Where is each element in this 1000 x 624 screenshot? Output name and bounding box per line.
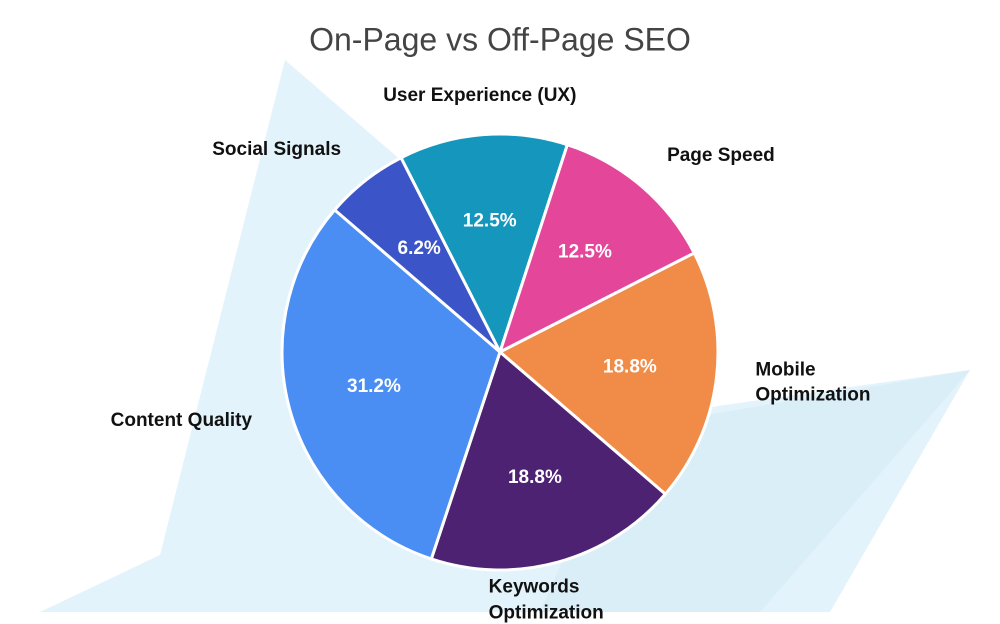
category-label: Page Speed (667, 145, 775, 167)
category-label: User Experience (UX) (383, 84, 577, 106)
value-label: 6.2% (398, 238, 441, 259)
pie-slice (429, 349, 668, 572)
value-label: 18.8% (508, 467, 562, 488)
category-label: Mobile Optimization (755, 358, 871, 406)
pie-slice (280, 207, 502, 561)
category-label: Keywords Optimization (488, 576, 604, 623)
pie-slice (497, 251, 720, 497)
pie-slice (399, 132, 570, 356)
value-label: 12.5% (463, 211, 517, 232)
category-label: Social Signals (212, 138, 342, 160)
pie-slice (332, 155, 502, 354)
pie-slice (497, 142, 697, 355)
chart-title: On-Page vs Off-Page SEO (309, 21, 691, 57)
value-label: 12.5% (558, 242, 612, 263)
value-label: 18.8% (603, 357, 657, 378)
category-label: Content Quality (110, 409, 253, 431)
value-label: 31.2% (347, 376, 401, 397)
